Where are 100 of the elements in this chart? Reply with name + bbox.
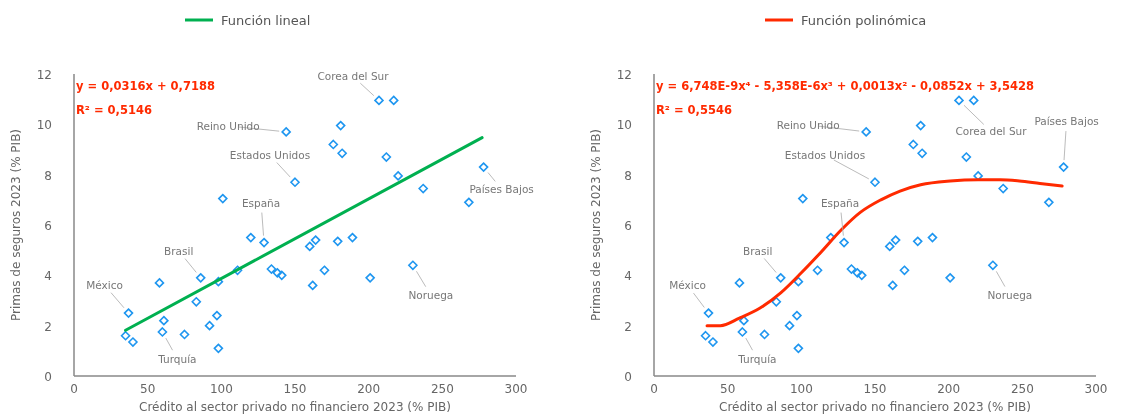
annotation: y = 6,748E-9x⁴ - 5,358E-6x³ + 0,0013x² - 0,0852x + 3,5428 (656, 79, 1034, 93)
point (304, 241, 315, 252)
point (381, 152, 392, 162)
point (337, 148, 347, 159)
y-tick-label: 10 (36, 118, 52, 133)
point (988, 260, 998, 271)
y-tick-label: 0 (624, 370, 632, 384)
point (281, 127, 291, 137)
point (899, 265, 910, 276)
point (792, 310, 802, 321)
y-tick-label: 0 (44, 370, 52, 384)
x-tick-label: 150 (863, 382, 887, 396)
annotation: y = 0,0316x + 0,7188 (76, 79, 215, 93)
point (266, 264, 277, 274)
annotation: Reino Unido (196, 119, 260, 132)
point (195, 273, 206, 283)
point (737, 327, 748, 337)
y-axis-title: Primas de seguros 2023 (% PIB) (9, 128, 23, 322)
point (861, 127, 871, 137)
point (374, 95, 384, 106)
point (259, 237, 269, 248)
y-tick-label: 8 (44, 168, 52, 183)
point (191, 296, 202, 307)
point (793, 276, 804, 287)
x-tick-label: 200 (357, 382, 381, 396)
point (418, 183, 428, 194)
point (272, 268, 283, 278)
point (870, 177, 880, 188)
annotation: Turquía (737, 352, 777, 365)
point (388, 95, 399, 106)
point (734, 278, 745, 288)
point (998, 183, 1008, 194)
point (335, 120, 346, 131)
annotation: Reino Unido (776, 118, 840, 131)
point (759, 329, 770, 340)
point (307, 280, 318, 291)
point (793, 343, 804, 354)
point (157, 327, 168, 337)
point (328, 139, 339, 150)
point (708, 337, 718, 347)
point (120, 330, 131, 341)
annotation: R² = 0,5546 (656, 103, 732, 117)
x-tick-label: 150 (283, 382, 307, 396)
x-tick-label: 100 (789, 382, 813, 396)
point (852, 268, 863, 278)
point (347, 232, 358, 243)
legend-label: Función lineal (221, 13, 311, 28)
annotation: España (820, 196, 860, 209)
annotation: Estados Unidos (784, 149, 866, 162)
point (945, 273, 955, 283)
point (703, 308, 714, 318)
y-tick-label: 12 (36, 68, 52, 82)
y-tick-label: 6 (624, 219, 632, 233)
point (887, 280, 898, 291)
point (784, 320, 795, 331)
annotation: Países Bajos (469, 183, 534, 196)
y-tick-label: 4 (44, 269, 52, 284)
point (839, 237, 849, 248)
x-axis-title: Crédito al sector privado no financiero 2023 (% PIB) (719, 400, 1031, 414)
annotation: Noruega (987, 289, 1033, 302)
point (319, 265, 330, 276)
point (310, 235, 321, 245)
annotation: Países Bajos (1034, 115, 1099, 128)
x-tick-label: 250 (1010, 382, 1034, 396)
point (393, 171, 403, 181)
point (123, 308, 134, 318)
point (408, 260, 418, 271)
point (968, 95, 979, 106)
legend-label: Función polinómica (801, 13, 927, 28)
point (884, 241, 895, 252)
point (464, 197, 474, 208)
y-tick-label: 4 (624, 269, 632, 284)
point (232, 265, 243, 276)
point (478, 162, 489, 172)
point (246, 232, 256, 243)
point (365, 273, 375, 283)
y-tick-label: 2 (624, 319, 632, 334)
y-tick-label: 10 (616, 118, 632, 133)
y-tick-label: 6 (44, 219, 52, 233)
point (213, 343, 224, 354)
x-tick-label: 50 (720, 382, 736, 396)
point (798, 193, 808, 204)
point (332, 236, 343, 247)
point (775, 273, 786, 283)
annotation: Corea del Sur (317, 70, 390, 83)
annotation: México (669, 279, 706, 292)
point (856, 270, 867, 281)
x-tick-label: 0 (650, 382, 658, 396)
annotation: México (86, 279, 123, 292)
y-tick-label: 8 (624, 168, 632, 183)
x-tick-label: 300 (504, 382, 528, 396)
annotation: R² = 0,5146 (76, 103, 152, 117)
annotation: Brasil (743, 244, 773, 257)
x-tick-label: 100 (209, 382, 233, 396)
point (128, 337, 138, 347)
annotation: Noruega (408, 289, 454, 302)
y-axis-title: Primas de seguros 2023 (% PIB) (589, 128, 603, 322)
x-tick-label: 200 (937, 382, 961, 396)
point (213, 276, 224, 287)
point (961, 152, 972, 162)
